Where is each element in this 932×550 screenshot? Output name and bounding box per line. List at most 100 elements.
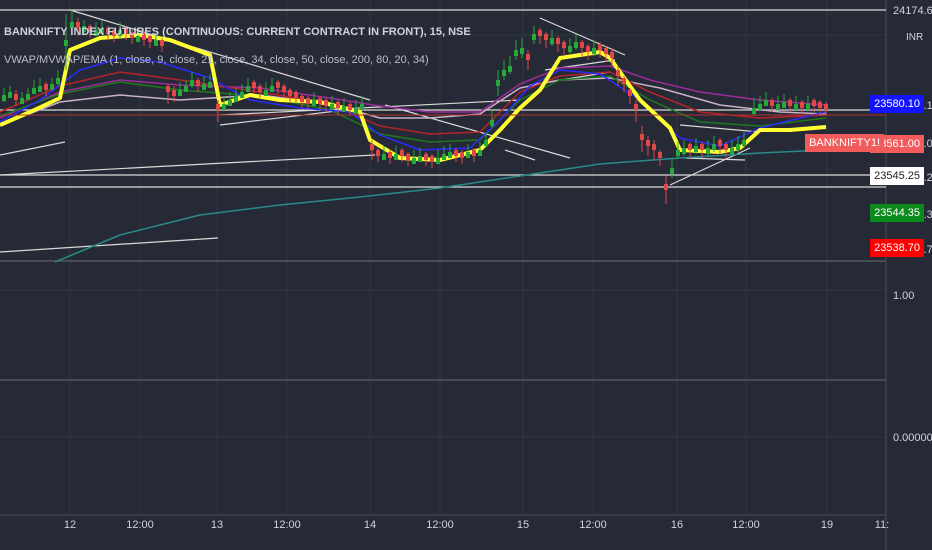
time-tick-label: 15 bbox=[517, 519, 529, 531]
ema-50-line bbox=[0, 77, 827, 126]
candle-down bbox=[172, 90, 176, 96]
time-tick-label: 12 bbox=[64, 519, 76, 531]
symbol-title: BANKNIFTY INDEX FUTURES (CONTINUOUS: CUR… bbox=[4, 26, 471, 38]
candle-down bbox=[112, 30, 116, 36]
candle-down bbox=[370, 144, 374, 150]
candle-up bbox=[736, 144, 740, 150]
trendline bbox=[544, 59, 616, 71]
ema-9-line bbox=[0, 75, 827, 143]
time-tick-label: 19 bbox=[821, 519, 833, 531]
candle-down bbox=[400, 150, 404, 156]
candle-down bbox=[252, 82, 256, 88]
candle-up bbox=[412, 158, 416, 164]
candle-up bbox=[676, 150, 680, 156]
price-tag-red: 23538.70 bbox=[870, 239, 924, 257]
trendline bbox=[539, 17, 626, 56]
candle-up bbox=[794, 104, 798, 110]
candle-up bbox=[202, 84, 206, 90]
candle-up bbox=[490, 120, 494, 126]
price-axis[interactable] bbox=[886, 0, 932, 550]
candle-down bbox=[216, 104, 220, 110]
candle-up bbox=[742, 140, 746, 146]
candle-up bbox=[712, 144, 716, 150]
currency-label: INR bbox=[906, 32, 924, 43]
candle-down bbox=[44, 84, 48, 90]
candle-up bbox=[568, 46, 572, 52]
candle-down bbox=[306, 98, 310, 104]
candle-up bbox=[466, 152, 470, 158]
candle-down bbox=[818, 102, 822, 108]
candle-down bbox=[664, 184, 668, 190]
candle-up bbox=[264, 90, 268, 96]
ema-34-line bbox=[0, 65, 827, 119]
candle-up bbox=[2, 95, 6, 101]
candle-up bbox=[730, 148, 734, 154]
candle-up bbox=[782, 102, 786, 108]
candle-up bbox=[442, 154, 446, 160]
candle-down bbox=[460, 152, 464, 158]
time-tick-label: 13 bbox=[211, 519, 223, 531]
candle-down bbox=[406, 154, 410, 160]
candle-down bbox=[658, 152, 662, 158]
candle-up bbox=[418, 156, 422, 162]
indicator-title: VWAP/MVWAP/EMA (1, close, 9, close, 21, … bbox=[4, 54, 429, 66]
time-tick-label: 12:00 bbox=[426, 519, 454, 531]
price-tag-green: 23544.35 bbox=[870, 204, 924, 222]
price-tag-vwap: 23580.10 bbox=[870, 95, 924, 113]
time-tick-label: 16 bbox=[671, 519, 683, 531]
trendline bbox=[504, 149, 536, 161]
trendline bbox=[0, 154, 376, 176]
candle-up bbox=[502, 70, 506, 76]
candle-up bbox=[208, 82, 212, 88]
candle-up bbox=[382, 154, 386, 160]
candle-down bbox=[424, 154, 428, 160]
candle-down bbox=[388, 152, 392, 158]
candle-down bbox=[724, 144, 728, 150]
candle-down bbox=[700, 144, 704, 150]
candle-up bbox=[436, 158, 440, 164]
trendline bbox=[679, 124, 761, 133]
candle-down bbox=[628, 90, 632, 96]
candle-down bbox=[160, 40, 164, 46]
candle-down bbox=[788, 100, 792, 106]
time-tick-label: 12:00 bbox=[732, 519, 760, 531]
candle-down bbox=[276, 82, 280, 88]
candle-down bbox=[300, 96, 304, 102]
candle-down bbox=[294, 92, 298, 98]
candle-down bbox=[526, 54, 530, 60]
candle-up bbox=[550, 38, 554, 44]
candle-up bbox=[32, 88, 36, 94]
candle-up bbox=[496, 80, 500, 86]
candle-up bbox=[806, 104, 810, 110]
trendline bbox=[219, 99, 521, 116]
candle-up bbox=[190, 80, 194, 86]
candle-down bbox=[622, 78, 626, 84]
candle-down bbox=[196, 80, 200, 86]
candle-down bbox=[586, 46, 590, 52]
candle-up bbox=[342, 106, 346, 112]
candle-up bbox=[478, 150, 482, 156]
candle-down bbox=[770, 100, 774, 106]
ema-200-line bbox=[54, 149, 827, 263]
candle-up bbox=[50, 84, 54, 90]
candle-up bbox=[26, 94, 30, 100]
price-tick-label: 1.00 bbox=[893, 290, 914, 302]
candle-up bbox=[234, 96, 238, 102]
time-tick-label: 12:00 bbox=[579, 519, 607, 531]
candle-down bbox=[258, 86, 262, 92]
candle-down bbox=[610, 52, 614, 58]
candle-up bbox=[312, 100, 316, 106]
time-tick-label: 11: bbox=[875, 519, 889, 531]
symbol-tag[interactable]: BANKNIFTY1! bbox=[805, 134, 884, 152]
candle-up bbox=[246, 86, 250, 92]
candle-down bbox=[318, 98, 322, 104]
candle-up bbox=[20, 98, 24, 104]
candle-down bbox=[824, 104, 828, 110]
candle-down bbox=[348, 104, 352, 110]
candle-down bbox=[14, 94, 18, 100]
candle-up bbox=[70, 22, 74, 28]
time-tick-label: 12:00 bbox=[273, 519, 301, 531]
candle-down bbox=[288, 90, 292, 96]
ema-21-line bbox=[0, 71, 827, 135]
